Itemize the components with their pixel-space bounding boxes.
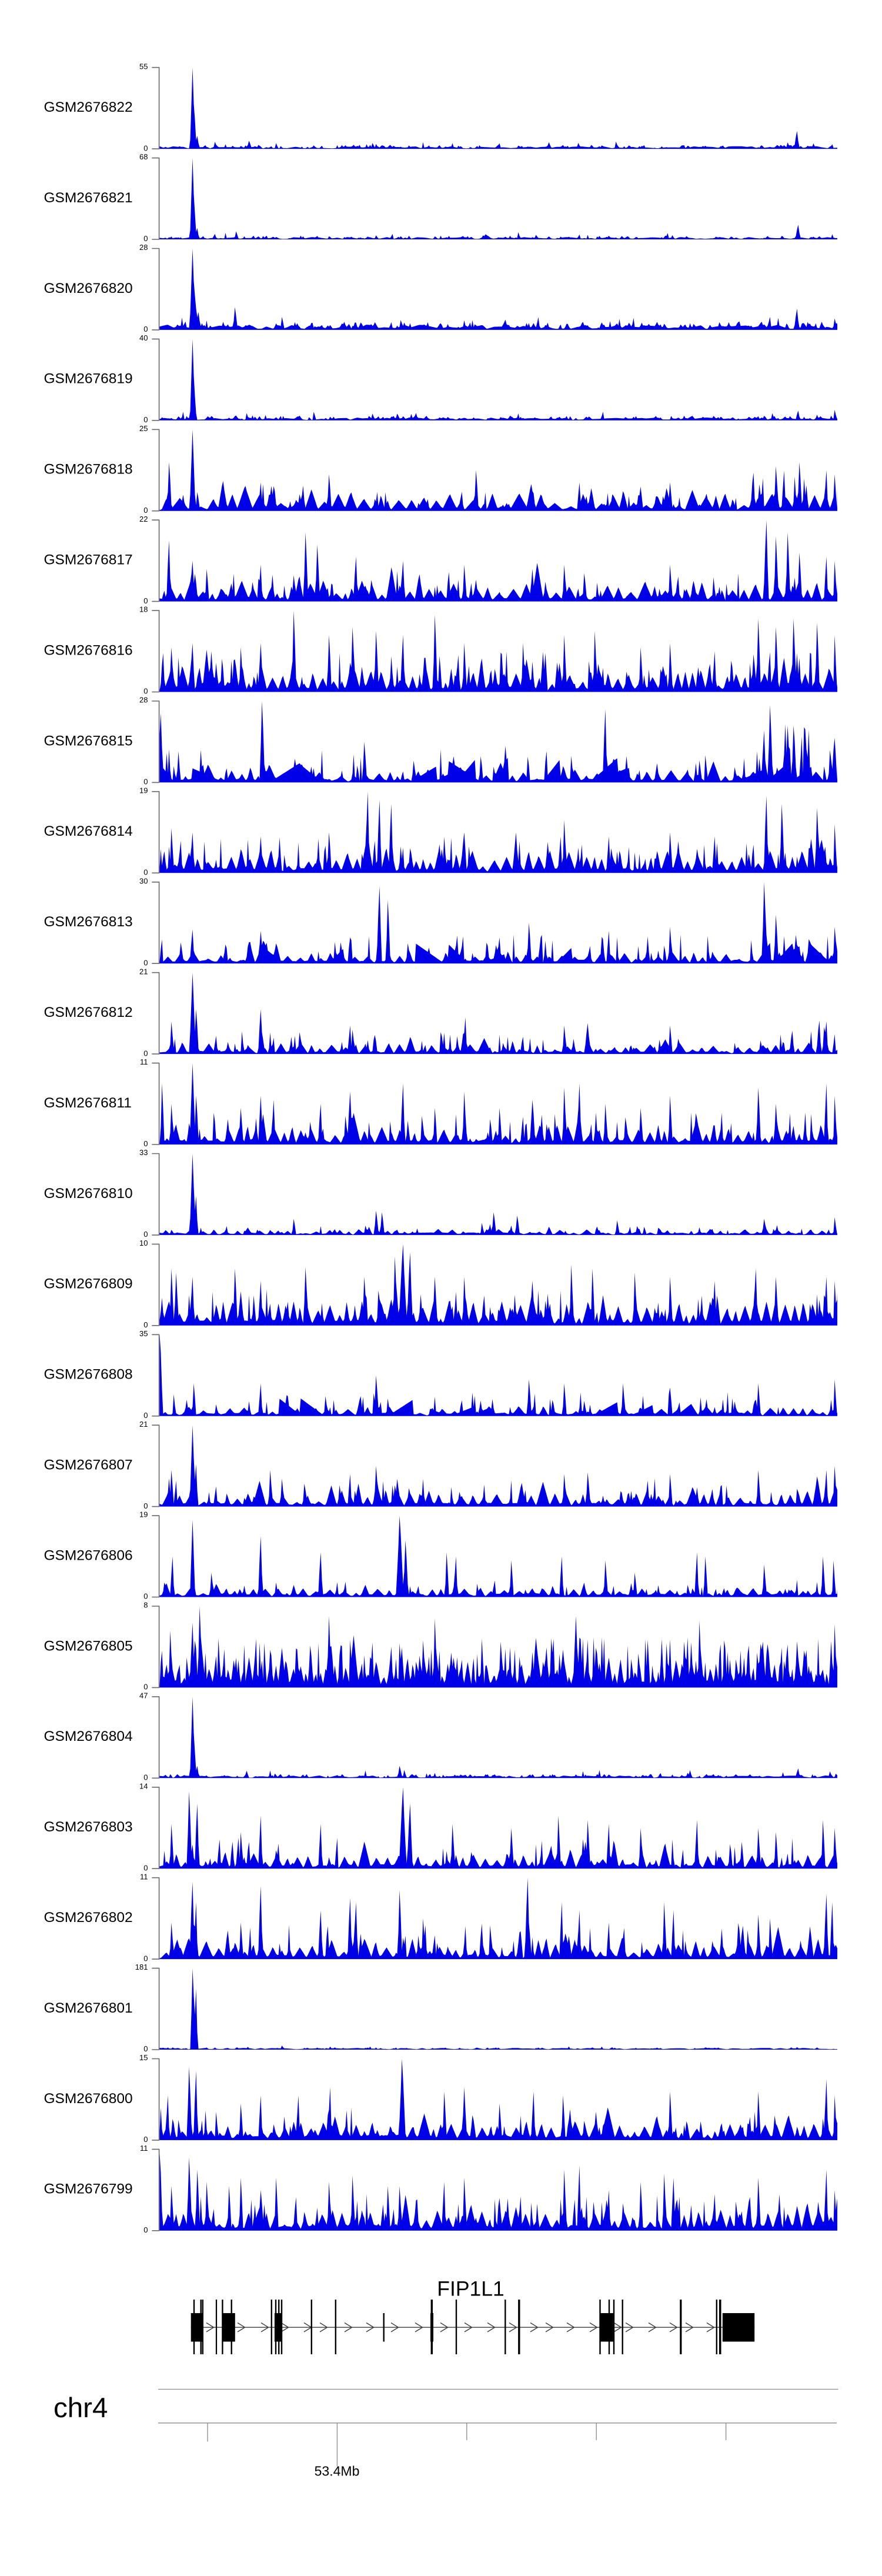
svg-text:GSM2676803: GSM2676803 bbox=[44, 1819, 133, 1835]
svg-text:35: 35 bbox=[139, 1329, 148, 1338]
svg-text:GSM2676822: GSM2676822 bbox=[44, 99, 133, 115]
svg-text:0: 0 bbox=[143, 506, 148, 515]
svg-text:0: 0 bbox=[143, 868, 148, 877]
svg-text:0: 0 bbox=[143, 778, 148, 786]
svg-text:GSM2676815: GSM2676815 bbox=[44, 733, 133, 749]
svg-text:0: 0 bbox=[143, 958, 148, 967]
svg-text:GSM2676814: GSM2676814 bbox=[44, 823, 133, 839]
svg-text:GSM2676819: GSM2676819 bbox=[44, 371, 133, 387]
svg-text:10: 10 bbox=[139, 1239, 148, 1247]
svg-text:28: 28 bbox=[139, 696, 148, 705]
svg-text:11: 11 bbox=[140, 1057, 148, 1066]
svg-text:0: 0 bbox=[143, 1773, 148, 1782]
svg-text:19: 19 bbox=[139, 786, 148, 795]
svg-text:33: 33 bbox=[139, 1148, 148, 1157]
svg-text:11: 11 bbox=[140, 2144, 148, 2153]
svg-text:0: 0 bbox=[143, 234, 148, 243]
svg-text:GSM2676806: GSM2676806 bbox=[44, 1547, 133, 1563]
svg-text:GSM2676802: GSM2676802 bbox=[44, 1910, 133, 1926]
svg-text:14: 14 bbox=[139, 1781, 148, 1790]
svg-text:GSM2676807: GSM2676807 bbox=[44, 1457, 133, 1473]
svg-text:21: 21 bbox=[139, 1420, 148, 1429]
svg-text:GSM2676804: GSM2676804 bbox=[44, 1729, 133, 1744]
svg-text:GSM2676811: GSM2676811 bbox=[44, 1095, 132, 1111]
svg-text:GSM2676816: GSM2676816 bbox=[44, 642, 133, 658]
svg-text:GSM2676813: GSM2676813 bbox=[44, 914, 133, 930]
svg-text:0: 0 bbox=[143, 596, 148, 605]
svg-text:15: 15 bbox=[139, 2053, 148, 2062]
svg-text:0: 0 bbox=[143, 1320, 148, 1329]
svg-text:GSM2676810: GSM2676810 bbox=[44, 1186, 133, 1202]
svg-text:40: 40 bbox=[139, 333, 148, 342]
svg-text:0: 0 bbox=[143, 1592, 148, 1601]
svg-text:0: 0 bbox=[143, 144, 148, 152]
svg-text:GSM2676805: GSM2676805 bbox=[44, 1638, 133, 1654]
svg-text:0: 0 bbox=[143, 1230, 148, 1239]
svg-text:chr4: chr4 bbox=[54, 2393, 108, 2424]
svg-text:0: 0 bbox=[143, 1049, 148, 1057]
svg-text:GSM2676820: GSM2676820 bbox=[44, 281, 133, 296]
svg-text:55: 55 bbox=[139, 62, 148, 71]
svg-text:19: 19 bbox=[139, 1510, 148, 1519]
svg-text:18: 18 bbox=[139, 605, 148, 614]
svg-text:GSM2676821: GSM2676821 bbox=[44, 190, 133, 206]
svg-text:GSM2676809: GSM2676809 bbox=[44, 1276, 133, 1292]
svg-text:GSM2676808: GSM2676808 bbox=[44, 1367, 133, 1383]
svg-text:25: 25 bbox=[139, 424, 148, 433]
svg-text:0: 0 bbox=[143, 687, 148, 696]
svg-text:0: 0 bbox=[143, 2225, 148, 2234]
svg-text:GSM2676817: GSM2676817 bbox=[44, 552, 133, 568]
svg-text:FIP1L1: FIP1L1 bbox=[437, 2277, 504, 2301]
svg-text:GSM2676812: GSM2676812 bbox=[44, 1005, 133, 1020]
svg-text:0: 0 bbox=[143, 1954, 148, 1963]
svg-text:0: 0 bbox=[143, 1863, 148, 1872]
svg-text:0: 0 bbox=[143, 325, 148, 333]
svg-text:0: 0 bbox=[143, 1501, 148, 1510]
svg-text:0: 0 bbox=[143, 1683, 148, 1691]
svg-text:28: 28 bbox=[139, 243, 148, 252]
svg-text:53.4Mb: 53.4Mb bbox=[315, 2464, 360, 2479]
svg-text:0: 0 bbox=[143, 1411, 148, 1420]
svg-text:0: 0 bbox=[143, 1139, 148, 1148]
svg-text:68: 68 bbox=[139, 152, 148, 161]
svg-text:0: 0 bbox=[143, 2135, 148, 2144]
svg-text:0: 0 bbox=[143, 415, 148, 424]
svg-text:GSM2676800: GSM2676800 bbox=[44, 2091, 133, 2107]
svg-text:GSM2676799: GSM2676799 bbox=[44, 2181, 133, 2197]
svg-text:GSM2676818: GSM2676818 bbox=[44, 462, 133, 478]
svg-text:181: 181 bbox=[135, 1963, 148, 1971]
svg-text:11: 11 bbox=[140, 1872, 148, 1881]
svg-text:47: 47 bbox=[139, 1691, 148, 1700]
svg-text:22: 22 bbox=[139, 515, 148, 523]
svg-text:8: 8 bbox=[143, 1601, 148, 1610]
svg-text:0: 0 bbox=[143, 2044, 148, 2053]
svg-text:30: 30 bbox=[139, 876, 148, 885]
svg-text:21: 21 bbox=[139, 967, 148, 976]
svg-text:GSM2676801: GSM2676801 bbox=[44, 2000, 133, 2016]
